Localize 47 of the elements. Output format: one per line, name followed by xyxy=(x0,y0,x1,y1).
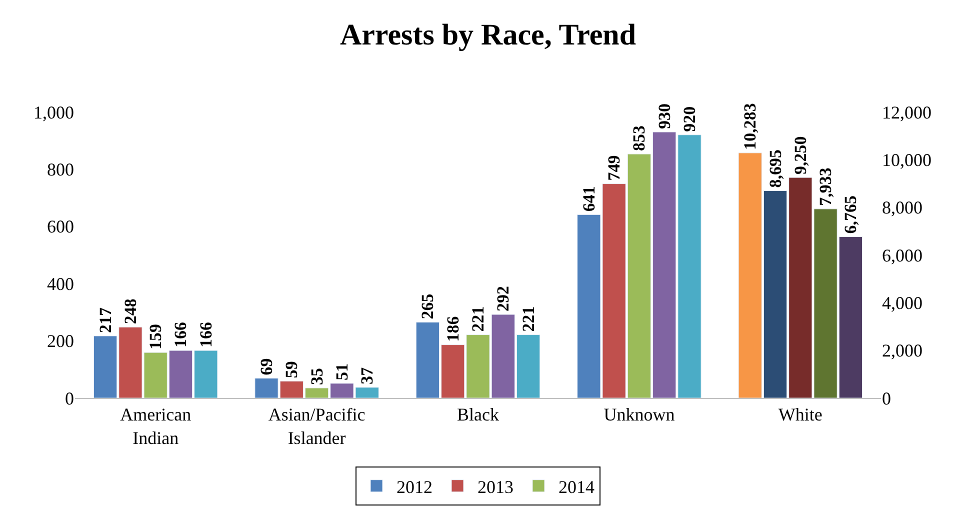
x-tick-label: Asian/Pacific Islander xyxy=(268,404,366,448)
data-label: 221 xyxy=(518,306,538,332)
data-label: 292 xyxy=(494,286,513,312)
legend-label: 2013 xyxy=(478,476,514,497)
data-label: 59 xyxy=(282,361,302,378)
data-label: 9,250 xyxy=(790,136,810,175)
data-label: 6,765 xyxy=(841,196,860,234)
data-label: 749 xyxy=(604,155,624,181)
data-label: 10,283 xyxy=(740,103,760,150)
data-label: 217 xyxy=(96,306,115,333)
y2-tick-label: 0 xyxy=(882,388,891,408)
x-tick-label: Black xyxy=(457,404,499,425)
x-tick-label: American Indian xyxy=(120,404,192,448)
data-label: 159 xyxy=(146,324,166,350)
data-label: 69 xyxy=(257,358,276,376)
y2-tick-label: 4,000 xyxy=(882,292,922,313)
data-label: 8,695 xyxy=(766,150,785,188)
data-label: 166 xyxy=(171,322,190,348)
data-label: 186 xyxy=(443,316,462,342)
data-label: 641 xyxy=(579,186,598,212)
y-tick-label: 0 xyxy=(65,388,74,408)
y2-tick-label: 6,000 xyxy=(882,245,922,266)
y-tick-label: 400 xyxy=(47,274,74,294)
legend-label: 2012 xyxy=(396,476,432,497)
y2-tick-label: 10,000 xyxy=(882,150,932,170)
data-label: 930 xyxy=(654,104,674,130)
y2-tick-label: 2,000 xyxy=(882,340,922,361)
y-tick-label: 1,000 xyxy=(34,102,74,122)
y-tick-label: 200 xyxy=(47,331,74,352)
x-tick-label: White xyxy=(778,404,822,425)
y-tick-label: 600 xyxy=(47,216,74,237)
data-label: 35 xyxy=(307,368,326,385)
data-label: 166 xyxy=(196,322,216,348)
data-label: 37 xyxy=(358,366,377,384)
data-label: 920 xyxy=(680,106,699,132)
data-label: 265 xyxy=(418,294,438,320)
legend-label: 2014 xyxy=(558,476,594,497)
data-label: 51 xyxy=(332,363,352,380)
chart-title: Arrests by Race, Trend xyxy=(340,18,636,52)
y2-tick-label: 12,000 xyxy=(882,102,932,122)
y2-tick-label: 8,000 xyxy=(882,198,922,218)
data-label: 7,933 xyxy=(816,168,836,206)
data-label: 221 xyxy=(468,306,488,332)
data-label: 248 xyxy=(120,298,140,324)
data-label: 853 xyxy=(630,126,649,152)
x-tick-label: Unknown xyxy=(604,404,675,425)
y-tick-label: 800 xyxy=(47,160,74,180)
